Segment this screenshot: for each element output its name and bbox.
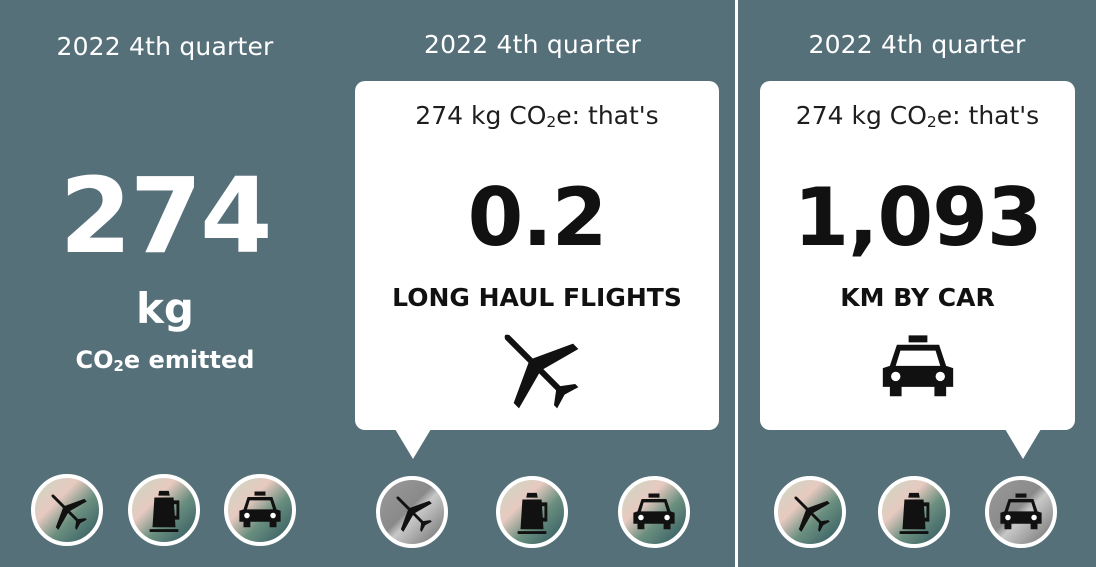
car-icon: [239, 491, 281, 528]
car-icon: [1000, 493, 1042, 530]
car-button[interactable]: [618, 476, 690, 548]
car-icon: [882, 335, 953, 397]
car-button[interactable]: [224, 474, 296, 546]
co2-emitted-label: CO2e emitted: [75, 346, 255, 375]
card-heading: 274 kg CO2e: that's: [795, 101, 1040, 132]
card-pointer: [395, 429, 431, 459]
plane-icon: [396, 496, 432, 532]
car-km-label: KM BY CAR: [840, 283, 995, 312]
car-button[interactable]: [985, 476, 1057, 548]
plane-button[interactable]: [774, 476, 846, 548]
equivalence-card: 274 kg CO2e: that's 0.2 LONG HAUL FLIGHT…: [355, 81, 719, 430]
co2-unit: kg: [136, 284, 194, 333]
card-heading: 274 kg CO2e: that's: [415, 101, 659, 132]
quarter-label: 2022 4th quarter: [423, 30, 642, 59]
kettle-button[interactable]: [496, 476, 568, 548]
plane-icon: [51, 494, 87, 530]
kettle-icon: [899, 492, 930, 535]
equivalence-card: 274 kg CO2e: that's 1,093 KM BY CAR: [760, 81, 1075, 430]
kettle-button[interactable]: [128, 474, 200, 546]
car-icon: [633, 493, 675, 530]
kettle-button[interactable]: [878, 476, 950, 548]
summary-panel: 2022 4th quarter 274 kg CO2e emitted: [0, 0, 330, 567]
plane-icon: [504, 334, 579, 409]
plane-icon: [794, 496, 830, 532]
car-panel: 2022 4th quarter 274 kg CO2e: that's 1,0…: [738, 0, 1096, 567]
flights-label: LONG HAUL FLIGHTS: [392, 283, 682, 312]
quarter-label: 2022 4th quarter: [808, 30, 1026, 59]
kettle-icon: [517, 492, 548, 535]
panel-divider: [735, 0, 738, 567]
kettle-icon: [149, 490, 180, 533]
quarter-label: 2022 4th quarter: [56, 32, 274, 61]
co2-total-value: 274: [59, 155, 272, 277]
flights-value: 0.2: [467, 171, 608, 264]
card-pointer: [1005, 429, 1041, 459]
plane-button[interactable]: [376, 476, 448, 548]
plane-button[interactable]: [31, 474, 103, 546]
flights-panel: 2022 4th quarter 274 kg CO2e: that's 0.2…: [330, 0, 735, 567]
car-km-value: 1,093: [793, 171, 1042, 264]
